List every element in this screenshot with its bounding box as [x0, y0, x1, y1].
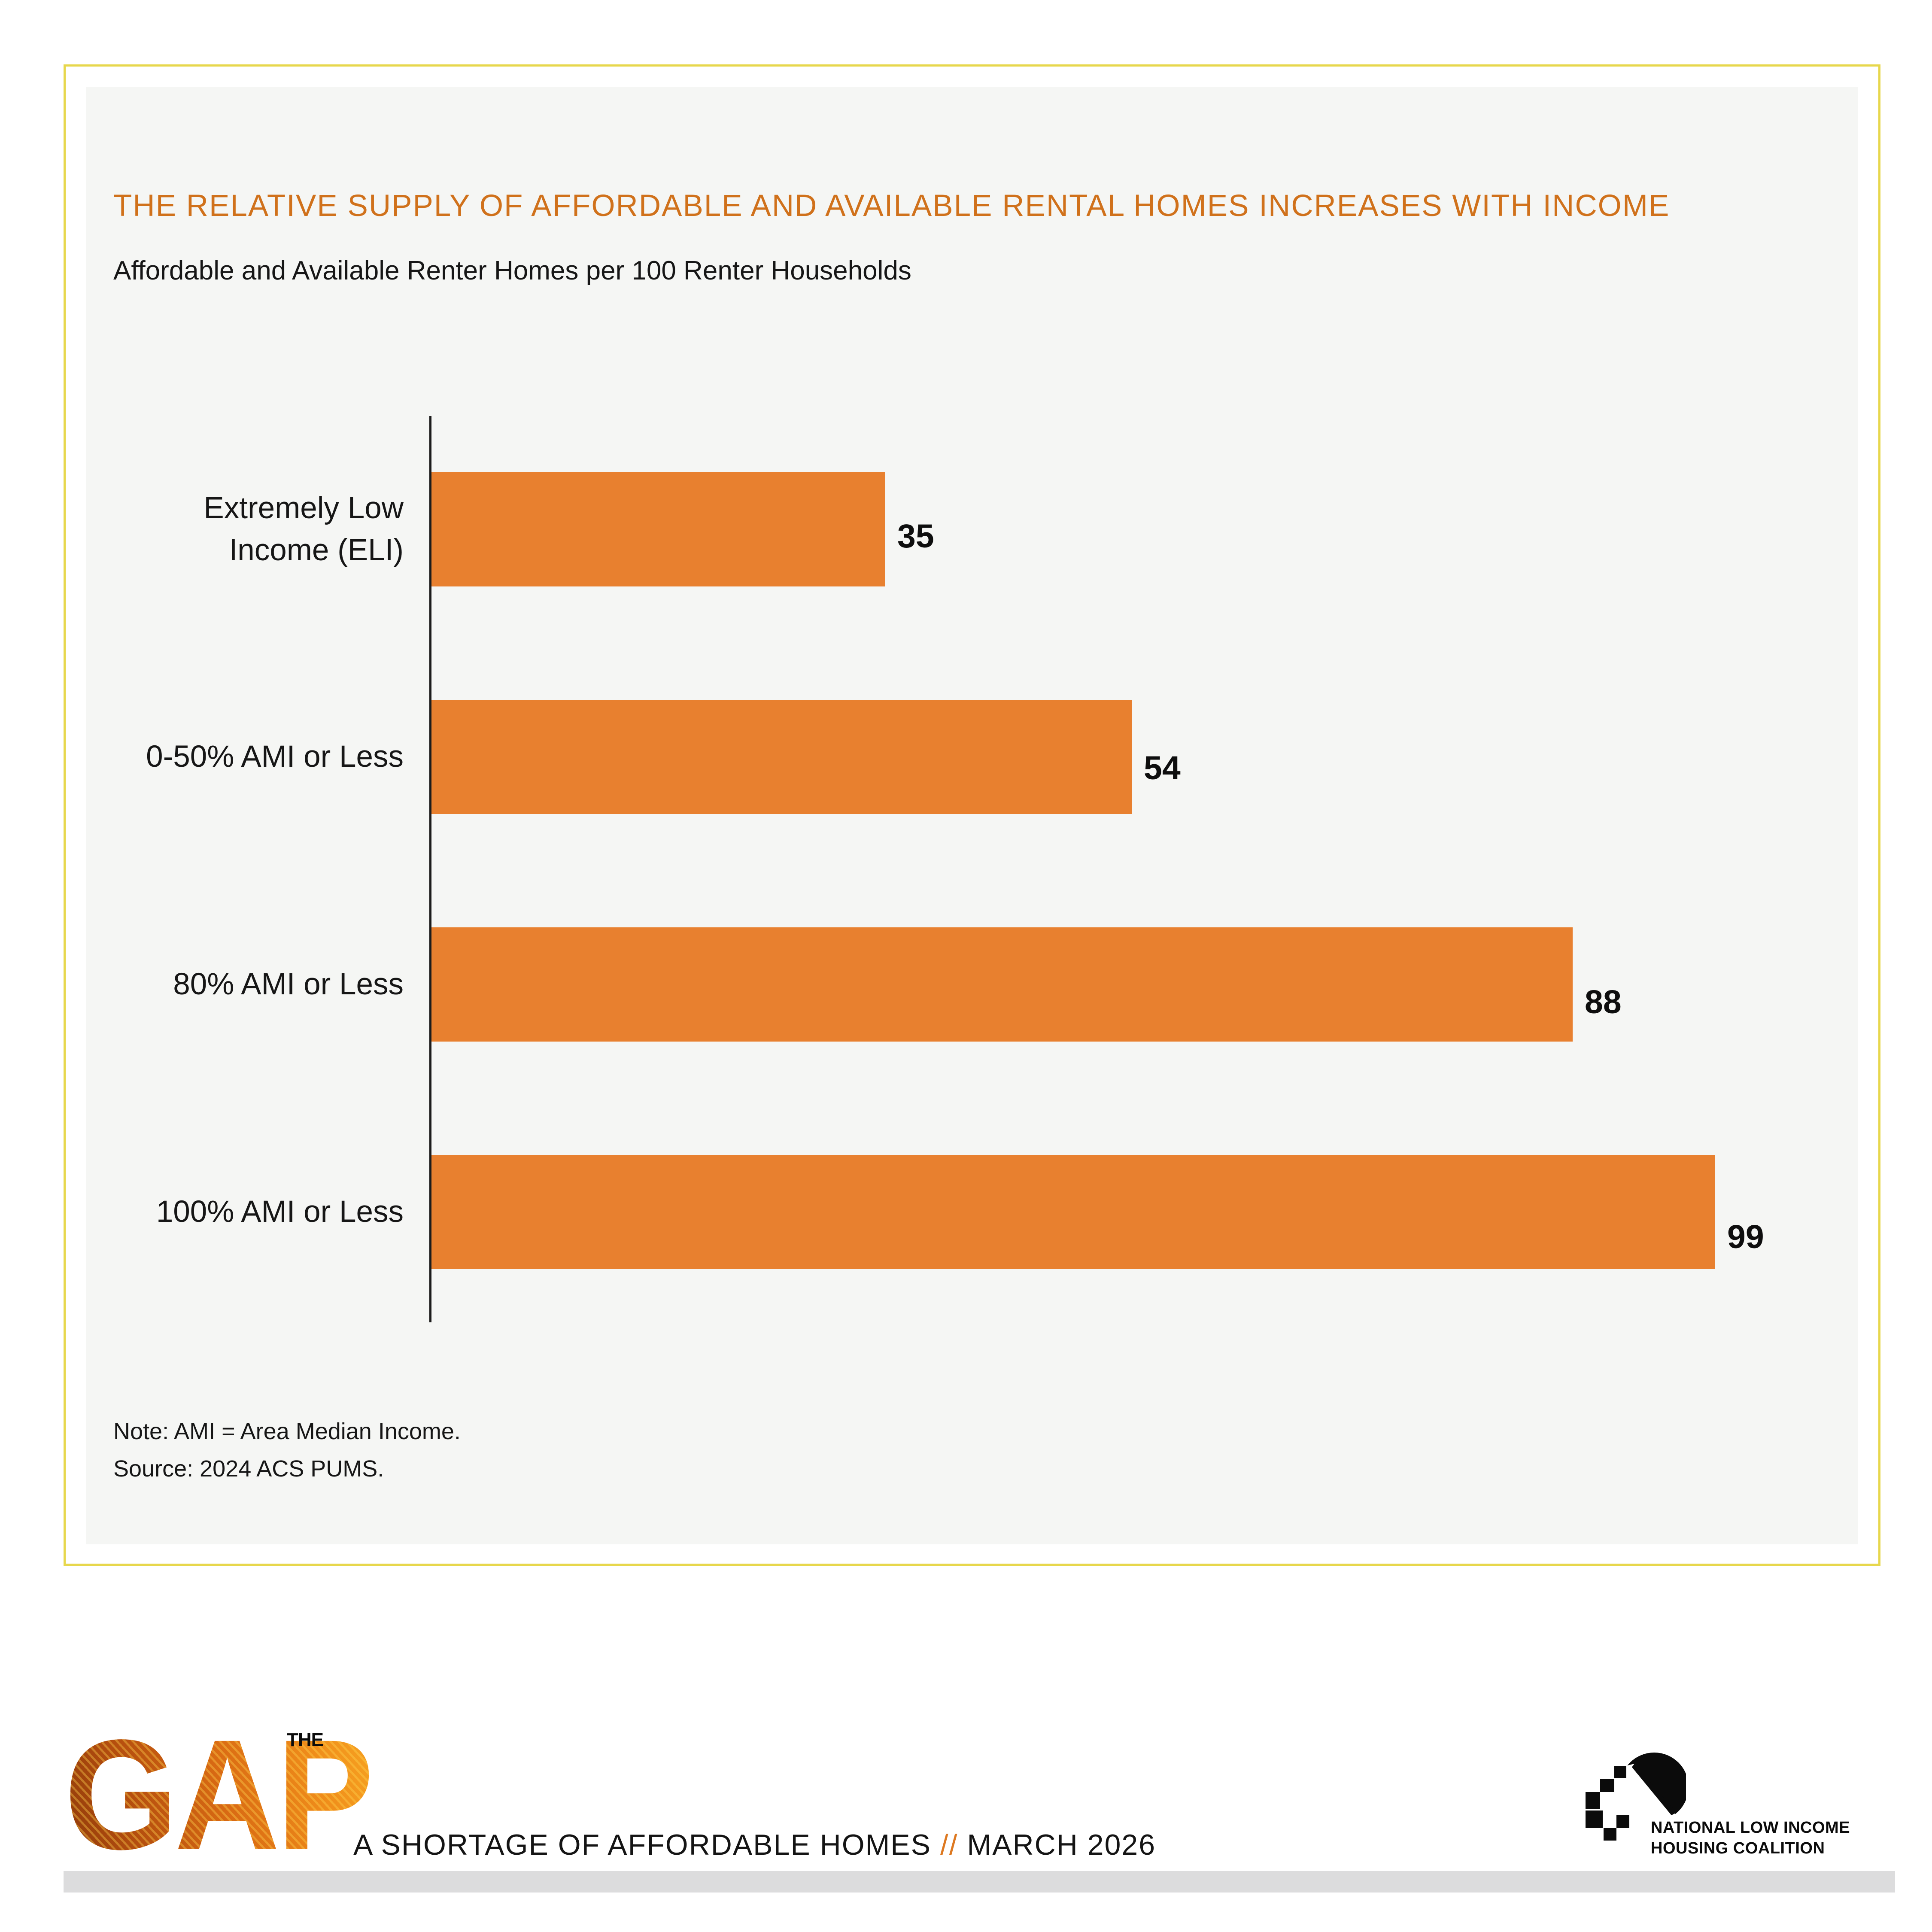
- bar: [431, 472, 885, 586]
- nlihc-house-icon: [1586, 1753, 1686, 1841]
- category-label: 0-50% AMI or Less: [146, 740, 404, 774]
- bar: [431, 927, 1573, 1042]
- bar: [431, 1155, 1715, 1269]
- chart-subtitle: Affordable and Available Renter Homes pe…: [113, 256, 911, 286]
- tagline-text: A SHORTAGE OF AFFORDABLE HOMES: [353, 1829, 940, 1861]
- chart-title: THE RELATIVE SUPPLY OF AFFORDABLE AND AV…: [113, 189, 1670, 223]
- bar-value-label: 99: [1727, 1218, 1764, 1255]
- bar-value-label: 54: [1144, 750, 1181, 787]
- nlihc-logo-text: NATIONAL LOW INCOME HOUSING COALITION: [1651, 1817, 1850, 1859]
- gap-logo-the: THE: [287, 1729, 324, 1750]
- category-label: Extremely Low Income (ELI): [204, 491, 404, 567]
- category-label: 100% AMI or Less: [156, 1195, 404, 1229]
- chart-note: Note: AMI = Area Median Income.: [113, 1419, 461, 1444]
- y-axis-line: [429, 416, 431, 1322]
- category-label: 80% AMI or Less: [173, 967, 404, 1001]
- tagline-slashes: //: [940, 1829, 958, 1861]
- chart-panel: [86, 87, 1858, 1544]
- bar: [431, 700, 1132, 814]
- footer-tagline: A SHORTAGE OF AFFORDABLE HOMES // MARCH …: [353, 1830, 1156, 1859]
- chart-source: Source: 2024 ACS PUMS.: [113, 1456, 384, 1482]
- nlihc-line2: HOUSING COALITION: [1651, 1839, 1825, 1857]
- gap-logo: GAP: [64, 1707, 371, 1882]
- bar-value-label: 88: [1585, 984, 1622, 1021]
- footer-gray-strip: [64, 1871, 1895, 1893]
- bar-value-label: 35: [897, 518, 934, 555]
- nlihc-line1: NATIONAL LOW INCOME: [1651, 1819, 1850, 1837]
- tagline-date: MARCH 2026: [958, 1829, 1156, 1861]
